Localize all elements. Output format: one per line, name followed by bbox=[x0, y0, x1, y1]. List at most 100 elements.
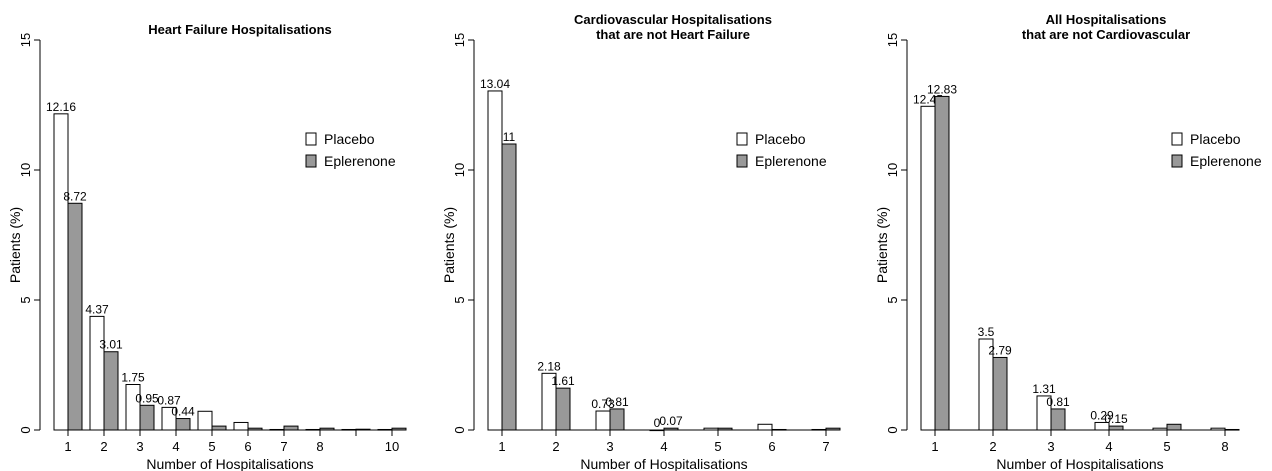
legend-label: Placebo bbox=[1190, 131, 1241, 147]
bar-value-label: 4.37 bbox=[85, 302, 109, 316]
bar bbox=[920, 105, 936, 431]
bar-value-label: 0 bbox=[654, 416, 661, 430]
x-tick-label: 1 bbox=[931, 439, 938, 454]
bar bbox=[757, 423, 773, 431]
bar bbox=[67, 202, 83, 431]
x-tick-label: 1 bbox=[498, 439, 505, 454]
y-tick-label: 0 bbox=[452, 426, 467, 433]
x-tick-label: 10 bbox=[385, 439, 399, 454]
bar bbox=[103, 351, 119, 431]
bar-value-label: 0.87 bbox=[157, 393, 181, 407]
bar bbox=[139, 404, 155, 431]
x-axis-label: Number of Hospitalisations bbox=[146, 456, 313, 471]
x-tick-label: 6 bbox=[244, 439, 251, 454]
bar bbox=[233, 421, 249, 431]
bar-value-label: 0.73 bbox=[591, 397, 615, 411]
bar bbox=[487, 90, 503, 431]
x-tick-label: 2 bbox=[552, 439, 559, 454]
x-tick-label: 4 bbox=[660, 439, 667, 454]
y-tick-label: 10 bbox=[885, 163, 900, 177]
x-axis-label: Number of Hospitalisations bbox=[996, 456, 1163, 471]
bar bbox=[501, 143, 517, 431]
bar-value-label: 8.72 bbox=[63, 189, 87, 203]
bar-value-label: 1.31 bbox=[1032, 382, 1056, 396]
chart-title-line: Heart Failure Hospitalisations bbox=[148, 22, 332, 37]
bar bbox=[992, 356, 1008, 431]
x-tick-label: 2 bbox=[100, 439, 107, 454]
y-tick-label: 15 bbox=[452, 33, 467, 47]
chart-title-line: that are not Cardiovascular bbox=[1022, 27, 1190, 42]
bar bbox=[391, 427, 407, 431]
bar-value-label: 0.81 bbox=[605, 395, 629, 409]
bar bbox=[609, 408, 625, 431]
bar-value-label: 1.75 bbox=[121, 371, 145, 385]
bar-value-label: 0.15 bbox=[1104, 412, 1128, 426]
x-tick-label: 3 bbox=[606, 439, 613, 454]
legend-label: Eplerenone bbox=[324, 153, 396, 169]
legend-label: Eplerenone bbox=[755, 153, 827, 169]
x-tick-label: 7 bbox=[822, 439, 829, 454]
bar-value-label: 0.81 bbox=[1046, 395, 1070, 409]
bar bbox=[175, 418, 191, 431]
x-tick-label: 4 bbox=[172, 439, 179, 454]
y-tick-label: 15 bbox=[18, 33, 33, 47]
x-tick-label: 3 bbox=[1047, 439, 1054, 454]
x-axis-label: Number of Hospitalisations bbox=[580, 456, 747, 471]
chart-title-line: All Hospitalisations bbox=[1046, 12, 1167, 27]
legend-swatch bbox=[305, 154, 317, 168]
bar-value-label: 0.29 bbox=[1090, 408, 1114, 422]
x-tick-label: 5 bbox=[1163, 439, 1170, 454]
bar-value-label: 0.95 bbox=[135, 391, 159, 405]
bar bbox=[934, 95, 950, 431]
x-tick-label: 2 bbox=[989, 439, 996, 454]
bar bbox=[1166, 423, 1182, 431]
y-tick-label: 0 bbox=[885, 426, 900, 433]
y-tick-label: 5 bbox=[18, 296, 33, 303]
y-tick-label: 10 bbox=[452, 163, 467, 177]
bar bbox=[595, 410, 611, 431]
y-axis-label: Patients (%) bbox=[7, 207, 23, 283]
chart-title-line: that are not Heart Failure bbox=[596, 27, 750, 42]
legend-label: Placebo bbox=[755, 131, 806, 147]
y-axis-label: Patients (%) bbox=[874, 207, 890, 283]
legend-label: Eplerenone bbox=[1190, 153, 1262, 169]
y-tick-label: 5 bbox=[452, 296, 467, 303]
y-axis-label: Patients (%) bbox=[441, 207, 457, 283]
legend-swatch bbox=[736, 132, 748, 146]
chart-title: All Hospitalisations that are not Cardiov… bbox=[1022, 12, 1190, 42]
bar-value-label: 3.5 bbox=[978, 325, 995, 339]
x-tick-label: 5 bbox=[208, 439, 215, 454]
x-tick-label: 8 bbox=[1221, 439, 1228, 454]
chart-title: Cardiovascular Hospitalisations that are … bbox=[574, 12, 772, 42]
y-tick-label: 0 bbox=[18, 426, 33, 433]
x-tick-label: 5 bbox=[714, 439, 721, 454]
bar-value-label: 12.16 bbox=[46, 100, 76, 114]
x-tick-label: 8 bbox=[316, 439, 323, 454]
bar-value-label: 0.07 bbox=[659, 414, 683, 428]
legend-label: Placebo bbox=[324, 131, 375, 147]
bar bbox=[1108, 425, 1124, 431]
chart-title: Heart Failure Hospitalisations bbox=[148, 22, 332, 37]
y-tick-label: 5 bbox=[885, 296, 900, 303]
bar-value-label: 1.61 bbox=[551, 374, 575, 388]
bar-value-label: 3.01 bbox=[99, 338, 123, 352]
bar-value-label: 2.79 bbox=[988, 343, 1012, 357]
x-tick-label: 7 bbox=[280, 439, 287, 454]
y-tick-label: 10 bbox=[18, 163, 33, 177]
x-tick-label: 6 bbox=[768, 439, 775, 454]
x-tick-label: 4 bbox=[1105, 439, 1112, 454]
bar bbox=[89, 315, 105, 431]
bar bbox=[555, 387, 571, 431]
legend-swatch bbox=[736, 154, 748, 168]
bar bbox=[53, 113, 69, 431]
bar bbox=[211, 425, 227, 431]
bar-value-label: 13.04 bbox=[480, 77, 510, 91]
legend-swatch bbox=[1171, 154, 1183, 168]
bar bbox=[825, 427, 841, 431]
legend-swatch bbox=[305, 132, 317, 146]
bar bbox=[197, 410, 213, 431]
bar bbox=[1224, 428, 1240, 431]
x-tick-label: 1 bbox=[64, 439, 71, 454]
